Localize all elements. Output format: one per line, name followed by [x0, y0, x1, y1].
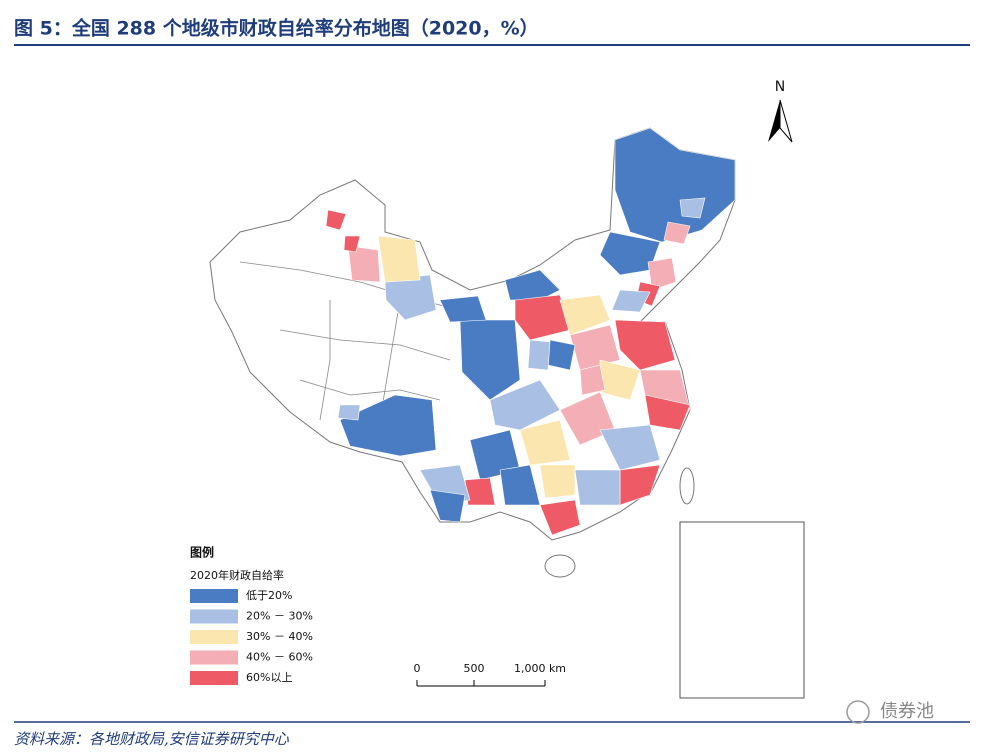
- region: [614, 127, 736, 243]
- title: 图 5：全国 288 个地级市财政自给率分布地图（2020，%）: [14, 17, 539, 40]
- legend-subtitle: 2020年财政自给率: [190, 568, 284, 582]
- region: [663, 221, 691, 245]
- region: [599, 231, 661, 276]
- scale-label: 0: [414, 662, 421, 675]
- region: [347, 245, 381, 283]
- region: [539, 464, 576, 499]
- region: [574, 469, 621, 506]
- region: [547, 339, 576, 371]
- region: [464, 477, 496, 506]
- region: [439, 295, 487, 323]
- map: [209, 127, 805, 699]
- province-border: [299, 379, 441, 401]
- region: [647, 257, 677, 291]
- watermark: 债券池: [846, 700, 934, 724]
- legend-swatch: [190, 609, 238, 624]
- region: [429, 489, 466, 523]
- source: 资料来源：各地财政局,安信证券研究中心: [14, 730, 290, 748]
- region: [569, 324, 621, 371]
- inset-frame: [679, 521, 805, 699]
- arrow-half: [768, 100, 780, 142]
- region: [504, 269, 561, 301]
- legend-swatch: [190, 630, 238, 644]
- legend-label: 30% － 40%: [246, 630, 313, 643]
- watermark-icon: [846, 700, 870, 724]
- legend-swatch: [190, 650, 238, 665]
- region: [343, 235, 361, 253]
- legend: 图例 2020年财政自给率 低于20% 20% － 30% 30% － 40% 40%…: [190, 545, 313, 685]
- region: [339, 394, 437, 457]
- province-border: [279, 329, 451, 361]
- legend-label: 20% － 30%: [246, 610, 313, 623]
- region: [579, 364, 606, 396]
- region: [611, 289, 651, 313]
- region: [489, 379, 561, 431]
- scale-bar: 0 500 1,000 km: [414, 662, 566, 687]
- north-arrow: N: [768, 79, 793, 143]
- region: [539, 499, 581, 536]
- arrow-half: [779, 99, 793, 143]
- scale-label: 1,000 km: [514, 662, 566, 675]
- legend-swatch: [190, 671, 238, 685]
- north-label: N: [775, 79, 785, 95]
- legend-title: 图例: [190, 545, 214, 560]
- region: [614, 319, 676, 371]
- region: [559, 294, 611, 336]
- legend-label: 低于20%: [246, 589, 292, 602]
- region: [599, 424, 661, 471]
- region: [377, 235, 421, 283]
- region: [384, 274, 437, 321]
- legend-label: 40% － 60%: [246, 651, 313, 664]
- region: [514, 294, 571, 341]
- region: [519, 419, 571, 466]
- watermark-text: 债券池: [880, 701, 934, 722]
- region: [679, 197, 706, 219]
- province-border: [319, 300, 331, 421]
- region: [644, 394, 691, 431]
- island: [679, 467, 695, 505]
- region: [527, 339, 551, 371]
- legend-swatch: [190, 589, 238, 603]
- legend-label: 60%以上: [246, 671, 292, 684]
- region: [459, 319, 521, 401]
- scale-label: 500: [464, 662, 485, 675]
- region: [325, 209, 347, 231]
- island: [544, 554, 576, 578]
- region: [337, 404, 361, 421]
